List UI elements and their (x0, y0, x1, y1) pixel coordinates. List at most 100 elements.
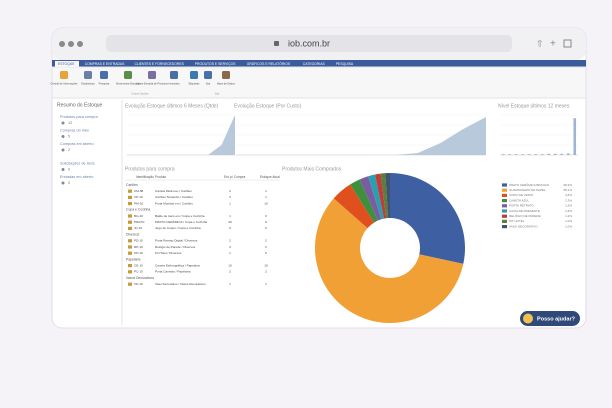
tabs-icon[interactable] (563, 39, 572, 48)
cell: Kit Hotel / Diversos (155, 251, 182, 255)
cell: 1 (229, 201, 231, 205)
panel-title: Resumo do Estoque (57, 102, 103, 108)
bar (501, 154, 505, 155)
legend-value: 58,1% (563, 188, 572, 192)
cell: 1 (265, 282, 267, 286)
row-icon (128, 282, 132, 286)
ribbon-icon[interactable] (170, 71, 178, 79)
row-icon (128, 226, 132, 230)
summary-value: 2 (68, 148, 70, 152)
window-dot (59, 41, 65, 47)
cell: PM-10 (134, 201, 143, 205)
cell: BG-10 (134, 214, 143, 218)
ribbon-icon[interactable] (60, 71, 68, 79)
summary-label: Produtos para compra (60, 115, 98, 119)
row-icon (128, 264, 132, 268)
legend-swatch (502, 219, 507, 223)
bar (566, 153, 570, 155)
tab[interactable]: GRÁFICOS E RELATÓRIOS (247, 61, 291, 66)
chart-title: Evolução Estoque (Por Custo) (234, 103, 302, 109)
ribbon-icon[interactable] (84, 71, 92, 79)
legend-label: GUARDANAPO DE PAPEL (509, 188, 546, 192)
ribbon-label: Pesquisa (99, 82, 110, 86)
cell: PC-10 (134, 270, 143, 274)
summary-value: 0 (68, 181, 70, 185)
legend-value: 1,2% (565, 214, 572, 218)
legend-label: COPO DE VIDRO (509, 193, 534, 197)
cell: Cartela Multi-uso / Cartões (155, 189, 192, 193)
tab[interactable]: CATEGORIAS (303, 62, 326, 66)
ribbon-label: Inventário (168, 82, 180, 86)
tab[interactable]: COMPRAS E ENTRADAS (85, 62, 125, 66)
donut-slice (375, 173, 387, 219)
column-header: Produto (155, 175, 166, 179)
cell: Caneta Esferográfica / Papelaria (155, 263, 200, 267)
summary-value: 12 (68, 121, 72, 125)
legend-swatch (502, 225, 507, 229)
legend-value: 1,5% (565, 209, 572, 213)
legend-label: KIT HOTEL (509, 219, 525, 223)
bar (514, 154, 518, 155)
table-title: Produtos para compra (125, 166, 175, 172)
cell: 6 (229, 226, 231, 230)
donut-slice (359, 176, 382, 221)
cell: 0 (265, 251, 267, 255)
legend-label: CANETA AZUL (509, 198, 529, 202)
cell: Porta Moedas em / Cartões (155, 201, 193, 205)
cell: CM-08 (134, 189, 144, 193)
legend-value: 2,3% (565, 198, 572, 202)
share-icon[interactable]: ⇧ (536, 38, 544, 48)
summary-label: Solicitações de Itens (60, 162, 95, 166)
cell: PRATO (134, 220, 145, 224)
help-pill[interactable] (520, 311, 580, 326)
tab-strip (52, 60, 586, 67)
legend-label: PORTA RETRATO (509, 204, 534, 208)
summary-label: Entradas em aberto (60, 175, 93, 179)
legend-value: 1,9% (565, 204, 572, 208)
chart-title: Evolução Estoque últimos 6 Meses (Qtde) (125, 103, 219, 109)
ribbon-icon[interactable] (124, 71, 132, 79)
cell: VD-10 (134, 282, 143, 286)
cell: PRATO CERÂMICA / Copa e Cozinha (155, 220, 207, 224)
legend-swatch (502, 188, 507, 192)
cell: 3 (229, 245, 231, 249)
tab[interactable]: PESQUISA (336, 62, 354, 66)
cell: 2 (229, 270, 231, 274)
tab[interactable]: ESTOQUE (58, 62, 75, 66)
ribbon-icon[interactable] (190, 71, 198, 79)
summary-icon (61, 181, 65, 185)
new-tab-icon[interactable]: + (550, 39, 556, 50)
ribbon-icon[interactable] (100, 71, 108, 79)
bar (508, 154, 512, 155)
bar (547, 153, 551, 155)
tab[interactable]: PRODUTOS E SERVIÇOS (195, 62, 236, 66)
cell: 1 (265, 189, 267, 193)
bar (560, 153, 564, 155)
ribbon-icon[interactable] (148, 71, 156, 79)
donut-slice (315, 198, 464, 324)
cell: Porta Retrato Digital / Diversos (155, 239, 198, 243)
ribbon (51, 66, 587, 99)
cell: PD-10 (134, 239, 143, 243)
cell: Jogo de Copos / Copa e Cozinha (155, 226, 201, 230)
summary-value: 5 (68, 135, 70, 139)
tab[interactable]: CLIENTES E FORNECEDORES (135, 62, 185, 66)
legend-label: RELÓGIO DE PAREDE (509, 213, 541, 218)
column-header: Estoque Atual (260, 175, 280, 179)
help-button[interactable]: Posso ajudar? (520, 311, 580, 326)
ribbon-icon[interactable] (204, 71, 212, 79)
help-label: Posso ajudar? (537, 316, 576, 322)
ribbon-icon[interactable] (222, 71, 230, 79)
summary-label: Compras do mês (60, 129, 89, 133)
summary-icon (61, 168, 65, 171)
donut-slice (350, 179, 378, 223)
cell: Porta Canetas / Papelaria (155, 270, 191, 274)
ribbon-label: Sair (206, 82, 211, 86)
cell: Balde de Gelo em / Copa e Cozinha (155, 214, 205, 218)
ribbon-label: Central de Informações (51, 82, 79, 86)
column-header: Est. p/ Compra (224, 175, 245, 179)
ribbon-group: Outras Opções (131, 92, 149, 96)
cell: 2 (229, 239, 231, 243)
address-bar[interactable] (106, 35, 512, 52)
legend-label: VASO DECORATIVO (509, 224, 538, 228)
